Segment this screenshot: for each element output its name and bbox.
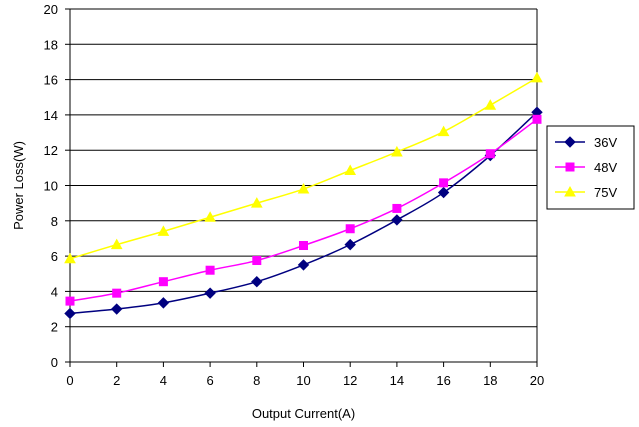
data-point-48V [532,114,542,124]
legend-label-36V: 36V [594,135,617,150]
x-tick-label: 6 [206,373,213,388]
data-point-75V [110,238,123,250]
y-tick-label: 10 [44,179,58,194]
data-point-48V [345,224,355,234]
data-point-48V [205,265,215,275]
x-axis-title: Output Current(A) [252,406,355,421]
x-tick-label: 2 [113,373,120,388]
series-48V [65,114,542,306]
data-point-36V [157,297,170,309]
x-tick-label: 18 [483,373,497,388]
y-tick-label: 14 [44,108,58,123]
y-tick-label: 18 [44,37,58,52]
legend-label-75V: 75V [594,185,617,200]
data-point-48V [485,149,495,159]
series-layer [64,71,543,320]
legend-swatch-marker [565,162,575,172]
data-point-48V [112,288,122,298]
x-tick-label: 8 [253,373,260,388]
data-point-36V [344,238,356,251]
y-axis-title: Power Loss(W) [11,141,26,230]
data-point-36V [297,259,310,271]
data-point-36V [110,303,123,315]
data-point-75V [204,211,216,222]
data-point-48V [392,203,402,213]
data-point-36V [64,307,76,320]
data-point-48V [252,256,262,266]
y-tick-label: 0 [51,355,58,370]
legend-swatch-marker [564,185,576,197]
x-tick-label: 10 [296,373,310,388]
y-tick-label: 4 [51,284,58,299]
x-tick-label: 20 [530,373,544,388]
data-point-75V [484,99,497,110]
y-tick-label: 20 [44,2,58,17]
data-point-75V [250,197,263,208]
data-point-36V [204,287,216,299]
data-point-36V [251,275,263,288]
legend-label-48V: 48V [594,160,617,175]
x-tick-label: 14 [390,373,404,388]
data-point-36V [391,214,403,226]
x-tick-label: 0 [66,373,73,388]
x-tick-label: 12 [343,373,357,388]
y-tick-label: 16 [44,73,58,88]
data-point-75V [531,71,543,83]
data-point-75V [344,164,357,175]
data-point-75V [157,225,170,236]
legend-swatch-marker [564,136,576,148]
y-tick-label: 6 [51,249,58,264]
data-point-48V [299,241,308,251]
data-point-48V [158,277,168,287]
y-axis-ticks: 0 2 4 6 8 10 12 14 16 18 20 [44,2,70,370]
x-axis-ticks: 0 2 4 6 8 10 12 14 16 18 20 [66,362,544,388]
data-point-48V [439,178,449,188]
series-75V [64,71,543,264]
grid-lines [70,8,537,328]
x-tick-label: 16 [436,373,450,388]
series-36V [64,106,543,320]
y-tick-label: 8 [51,214,58,229]
y-tick-label: 12 [44,143,58,158]
data-point-36V [437,186,450,199]
data-point-75V [297,183,310,194]
data-point-75V [437,125,450,137]
data-point-48V [65,296,75,306]
data-point-75V [391,145,403,157]
y-tick-label: 2 [51,320,58,335]
legend: 36V 48V 75V [546,125,635,210]
data-point-75V [64,252,76,264]
x-tick-label: 4 [160,373,167,388]
